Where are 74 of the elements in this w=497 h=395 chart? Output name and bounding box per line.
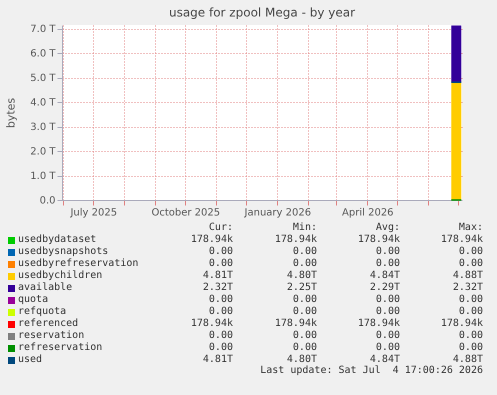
text: Last update: Sat Jul 4 17:00:26 2026: [260, 365, 483, 376]
x-tick-label: January 2026: [244, 208, 312, 218]
text: 2.29T: [368, 282, 400, 294]
text: 4.88T: [452, 354, 483, 366]
text: 0.00: [458, 258, 483, 270]
text: 4.88T: [452, 270, 483, 282]
text: Max:: [458, 222, 483, 234]
text: 0.00: [208, 246, 233, 258]
x-tick-label: April 2026: [342, 208, 394, 218]
text: 0.00: [208, 294, 233, 306]
text: 178.94k: [440, 234, 483, 246]
legend-label: available: [18, 282, 74, 294]
y-tick-label: 6.0 T: [30, 48, 56, 60]
text: 0.00: [208, 258, 233, 270]
text: 178.94k: [356, 318, 400, 330]
text: 178.94k: [190, 234, 233, 246]
text: 178.94k: [190, 318, 233, 330]
text: 0.00: [292, 330, 317, 342]
text: 4.80T: [286, 270, 317, 282]
legend-label: usedbydataset: [18, 234, 98, 246]
text: Min:: [292, 222, 317, 234]
legend-label: usedbyrefreservation: [18, 258, 140, 270]
text: 2.25T: [286, 282, 317, 294]
y-tick-label: 7.0 T: [30, 24, 56, 36]
y-tick-label: 3.0 T: [30, 122, 56, 134]
text: Cur:: [208, 222, 233, 234]
text: 0.00: [208, 330, 233, 342]
legend-label: usedbychildren: [18, 270, 104, 282]
legend-label: refquota: [18, 306, 68, 318]
text: 0.00: [458, 294, 483, 306]
legend-label: quota: [18, 294, 50, 306]
y-tick-label: 0.0: [40, 196, 56, 206]
x-tick-label: October 2025: [151, 208, 220, 218]
text: 0.00: [374, 342, 400, 354]
text: 2.32T: [452, 282, 483, 294]
text: 178.94k: [440, 318, 483, 330]
text: 4.81T: [202, 354, 233, 366]
text: 0.00: [292, 294, 317, 306]
text: 4.81T: [202, 270, 233, 282]
text: Avg:: [374, 222, 400, 234]
text: 0.00: [458, 306, 483, 318]
y-tick-label: 2.0 T: [30, 146, 56, 158]
text: 0.00: [292, 342, 317, 354]
text: 0.00: [292, 246, 317, 258]
legend-label: referenced: [18, 318, 80, 330]
text: 0.00: [374, 330, 400, 342]
text: 4.84T: [368, 354, 400, 365]
text: 4.80T: [286, 354, 317, 365]
legend-label: usedbysnapshots: [18, 246, 110, 258]
y-axis-title: bytes: [4, 98, 18, 128]
text: 0.00: [374, 306, 400, 318]
text: 0.00: [458, 246, 483, 258]
legend-label: refreservation: [18, 342, 104, 354]
text: 0.00: [374, 246, 400, 258]
y-tick-label: 5.0 T: [30, 73, 56, 84]
legend-label: used: [18, 354, 44, 366]
chart-title: usage for zpool Mega - by year: [168, 6, 356, 20]
text: 4.84T: [368, 270, 400, 282]
text: 0.00: [292, 306, 317, 318]
text: 0.00: [374, 294, 400, 306]
text: 0.00: [292, 258, 317, 270]
text: 2.32T: [202, 282, 233, 294]
text: 0.00: [458, 342, 483, 354]
text: 0.00: [374, 258, 400, 270]
y-tick-label: 1.0 T: [30, 171, 56, 182]
text: 0.00: [458, 330, 483, 342]
y-tick-label: 4.0 T: [30, 98, 56, 109]
legend-label: reservation: [18, 330, 86, 342]
text: 0.00: [208, 306, 233, 318]
text: 178.94k: [274, 318, 317, 330]
text: 0.00: [208, 342, 233, 354]
text: 178.94k: [274, 234, 317, 246]
text: 178.94k: [356, 234, 400, 246]
x-tick-label: July 2025: [69, 208, 118, 218]
